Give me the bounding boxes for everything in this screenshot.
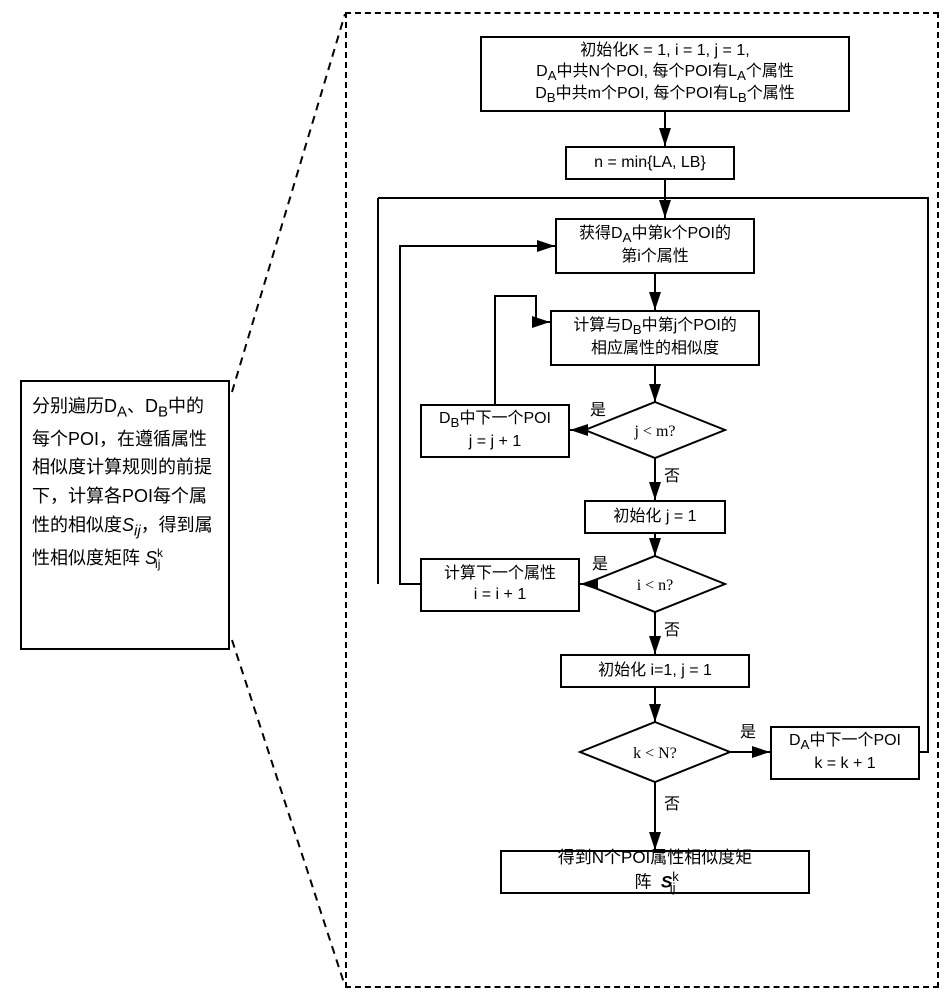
label-in-yes: 是 (592, 550, 608, 574)
node-getattr: 获得DA中第k个POI的第i个属性 (555, 218, 755, 274)
node-getattr-text: 获得DA中第k个POI的第i个属性 (579, 224, 731, 267)
label-kn-yes: 是 (740, 718, 756, 742)
node-result: 得到N个POI属性相似度矩阵 Skij (500, 850, 810, 894)
node-inext: 计算下一个属性i = i + 1 (420, 558, 580, 612)
node-result-text: 得到N个POI属性相似度矩阵 Skij (537, 847, 773, 897)
node-initij-text: 初始化 i=1, j = 1 (598, 661, 712, 682)
node-jnext-text: DB中下一个POIj = j + 1 (439, 409, 551, 452)
node-initj: 初始化 j = 1 (584, 500, 726, 534)
label-jm-no: 否 (664, 462, 680, 486)
node-knext-text: DA中下一个POIk = k + 1 (789, 731, 901, 774)
node-init: 初始化K = 1, i = 1, j = 1, DA中共N个POI, 每个POI… (480, 36, 850, 112)
side-text: 分别遍历DA、DB中的每个POI，在遵循属性相似度计算规则的前提下，计算各POI… (32, 396, 213, 568)
node-nmin-text: n = min{LA, LB} (594, 153, 706, 174)
node-calc-text: 计算与DB中第j个POI的相应属性的相似度 (573, 316, 737, 359)
node-jnext: DB中下一个POIj = j + 1 (420, 404, 570, 458)
node-initj-text: 初始化 j = 1 (613, 507, 696, 528)
node-inext-text: 计算下一个属性i = i + 1 (444, 564, 556, 606)
label-kn-no: 否 (664, 790, 680, 814)
side-description: 分别遍历DA、DB中的每个POI，在遵循属性相似度计算规则的前提下，计算各POI… (20, 380, 230, 650)
node-initij: 初始化 i=1, j = 1 (560, 654, 750, 688)
label-jm-yes: 是 (590, 396, 606, 420)
node-calc: 计算与DB中第j个POI的相应属性的相似度 (550, 310, 760, 366)
node-nmin: n = min{LA, LB} (565, 146, 735, 180)
label-in-no: 否 (664, 616, 680, 640)
node-knext: DA中下一个POIk = k + 1 (770, 726, 920, 780)
node-init-text: 初始化K = 1, i = 1, j = 1, DA中共N个POI, 每个POI… (535, 41, 795, 107)
